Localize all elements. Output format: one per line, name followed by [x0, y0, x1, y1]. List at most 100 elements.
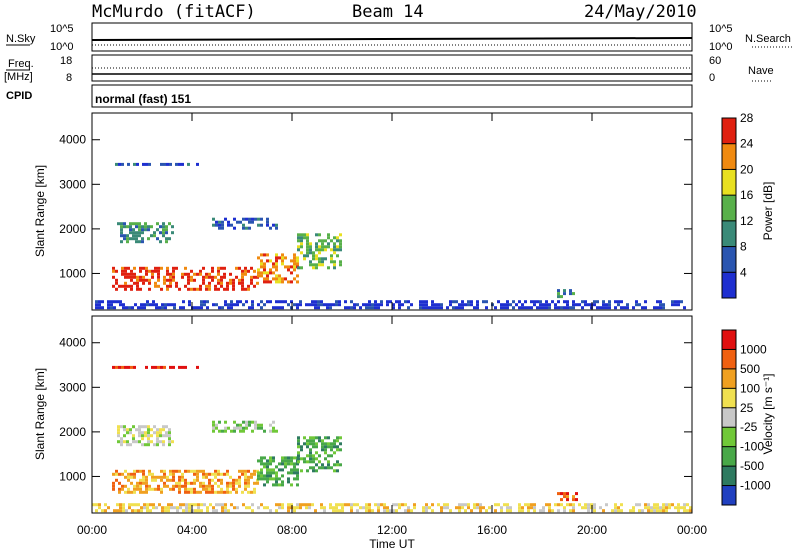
echo-cell [165, 425, 168, 429]
echo-cell [318, 263, 321, 267]
echo-cell [263, 262, 266, 266]
echo-cell [151, 478, 154, 482]
echo-cell [500, 303, 503, 307]
echo-cell [626, 303, 629, 307]
echo-cell [323, 303, 326, 307]
echo-cell [168, 440, 171, 444]
echo-cell [290, 468, 293, 472]
echo-cell [140, 509, 143, 513]
echo-cell [212, 426, 215, 430]
echo-cell [266, 474, 269, 478]
echo-cell [284, 300, 287, 304]
echo-cell [166, 278, 169, 282]
echo-cell [548, 503, 551, 507]
echo-cell [250, 490, 253, 494]
echo-cell [217, 278, 220, 282]
echo-cell [266, 468, 269, 472]
echo-cell [247, 481, 250, 485]
echo-cell [290, 503, 293, 507]
y-tick-label: 2000 [59, 425, 86, 439]
echo-cell [635, 303, 638, 307]
echo-cell [238, 475, 241, 479]
echo-cell [178, 469, 181, 473]
echo-cell [312, 266, 315, 270]
echo-cell [318, 454, 321, 458]
echo-cell [229, 281, 232, 285]
echo-cell [293, 262, 296, 266]
echo-cell [293, 506, 296, 510]
echo-cell [449, 509, 452, 513]
echo-cell [132, 228, 135, 232]
echo-cell [362, 303, 365, 307]
echo-cell [467, 303, 470, 307]
echo-cell [205, 475, 208, 479]
echo-cell [677, 506, 680, 510]
echo-cell [290, 259, 293, 263]
echo-cell [272, 306, 275, 310]
echo-cell [122, 509, 125, 513]
echo-cell [306, 439, 309, 443]
echo-cell [184, 490, 187, 494]
echo-cell [257, 477, 260, 481]
echo-cell [266, 280, 269, 284]
echo-cell [395, 300, 398, 304]
echo-cell [521, 303, 524, 307]
echo-cell [128, 306, 131, 310]
echo-cell [542, 303, 545, 307]
echo-cell [236, 423, 239, 427]
echo-cell [113, 306, 116, 310]
echo-cell [143, 306, 146, 310]
echo-cell [512, 300, 515, 304]
echo-cell [680, 300, 683, 304]
echo-cell [190, 487, 193, 491]
echo-cell [137, 509, 140, 513]
echo-cell [257, 506, 260, 510]
echo-cell [194, 509, 197, 513]
echo-cell [290, 280, 293, 284]
echo-cell [155, 506, 158, 510]
echo-cell [312, 469, 315, 473]
echo-cell [124, 475, 127, 479]
echo-cell [341, 503, 344, 507]
echo-cell [235, 490, 238, 494]
echo-cell [263, 465, 266, 469]
echo-cell [300, 457, 303, 461]
echo-cell [212, 509, 215, 513]
echo-cell [123, 428, 126, 432]
echo-cell [269, 471, 272, 475]
echo-cell [419, 303, 422, 307]
echo-cell [566, 495, 569, 499]
echo-cell [318, 466, 321, 470]
echo-cell [332, 303, 335, 307]
echo-cell [172, 272, 175, 276]
echo-cell [281, 253, 284, 257]
echo-cell [278, 468, 281, 472]
echo-cell [184, 284, 187, 288]
echo-cell [153, 425, 156, 429]
echo-cell [172, 475, 175, 479]
echo-cell [260, 259, 263, 263]
echo-cell [245, 300, 248, 304]
echo-cell [118, 284, 121, 288]
echo-cell [148, 287, 151, 291]
echo-cell [257, 268, 260, 272]
echo-cell [236, 300, 239, 304]
cpid-text: normal (fast) 151 [95, 92, 191, 106]
echo-cell [101, 300, 104, 304]
echo-cell [139, 478, 142, 482]
echo-cell [190, 269, 193, 273]
echo-cell [145, 272, 148, 276]
echo-cell [309, 260, 312, 264]
echo-cell [353, 303, 356, 307]
echo-cell [172, 365, 175, 369]
echo-cell [133, 272, 136, 276]
echo-cell [238, 481, 241, 485]
echo-cell [248, 506, 251, 510]
echo-cell [617, 509, 620, 513]
echo-cell [169, 472, 172, 476]
echo-cell [269, 509, 272, 513]
echo-cell [181, 272, 184, 276]
echo-cell [121, 487, 124, 491]
echo-cell [161, 509, 164, 513]
echo-cell [154, 269, 157, 273]
